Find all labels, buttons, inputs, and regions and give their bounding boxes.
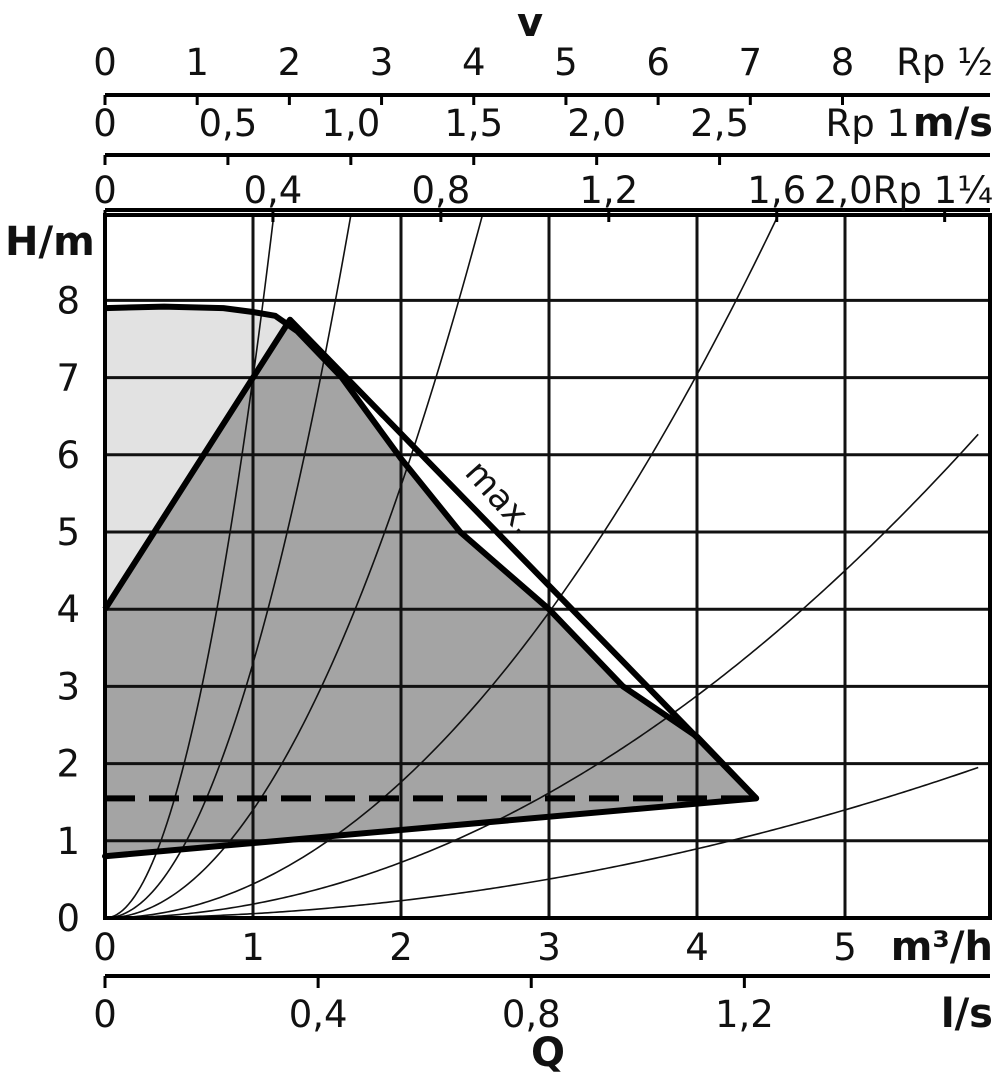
axes (103, 93, 990, 988)
max-curve (104, 303, 759, 801)
y-axis-unit: H/m (5, 219, 95, 265)
rphalf-tick-label: 5 (554, 41, 578, 84)
y-tick-label: 7 (56, 357, 80, 400)
rphalf-tick-label: 3 (370, 41, 394, 84)
y-tick-label: 5 (56, 511, 80, 554)
ls-tick-label: 0,8 (502, 993, 561, 1036)
plot-frame (103, 213, 992, 920)
ls-tick-label: 0,4 (289, 993, 348, 1036)
y-tick-label: 3 (56, 665, 80, 708)
v-axis-title: v (517, 0, 543, 46)
system-curve-2 (105, 215, 352, 918)
y-tick-label: 8 (56, 279, 80, 322)
rp1q-tick-label: 1,6 (747, 169, 806, 212)
ls-tick-label: 0 (93, 993, 117, 1036)
rphalf-axis-unit: Rp ½ (896, 41, 993, 84)
rp1-axis-unit: Rp 1 (826, 102, 911, 145)
x-tick-label: 0 (93, 926, 117, 969)
y-tick-label: 2 (56, 743, 80, 786)
system-curve-5 (105, 433, 979, 918)
rp1-tick-label: 2,5 (690, 102, 749, 145)
ls-axis-unit: l/s (941, 991, 993, 1037)
rphalf-tick-label: 7 (739, 41, 763, 84)
series-lines (102, 303, 760, 860)
system-curve-3 (105, 215, 484, 918)
y-tick-label: 6 (56, 434, 80, 477)
rp1-tick-label: 0 (93, 102, 117, 145)
lower-limit-curve (102, 316, 759, 801)
rphalf-tick-label: 8 (831, 41, 855, 84)
axis-labels: 0 1 2 3 4 5 m³/h 0 0,4 0,8 1,2 l/s Q 0 1 2 3 4 5 6 7 8 H/m 0 0,4… (5, 0, 993, 1076)
rp1q-tick-label: 0,8 (411, 169, 470, 212)
ls-tick-label: 1,2 (715, 993, 774, 1036)
bottom-boundary-line (102, 795, 760, 860)
x-tick-label: 5 (833, 926, 857, 969)
x-tick-label: 4 (685, 926, 709, 969)
rp1q-tick-label: 0,4 (244, 169, 303, 212)
rp1q-tick-label: 1,2 (579, 169, 638, 212)
rphalf-tick-label: 4 (462, 41, 486, 84)
q-axis-title: Q (531, 1030, 565, 1076)
x-tick-label: 3 (537, 926, 561, 969)
rp1-unit-bold: m/s (913, 100, 993, 146)
rp1-tick-label: 2,0 (567, 102, 626, 145)
rp1-tick-label: 1,0 (321, 102, 380, 145)
plot-border (103, 213, 992, 920)
system-curves (105, 215, 979, 918)
max-curve-label: max. (457, 453, 544, 543)
operating-regions (105, 306, 757, 857)
rphalf-tick-label: 6 (646, 41, 670, 84)
rphalf-tick-label: 0 (93, 41, 117, 84)
y-tick-label: 1 (56, 820, 80, 863)
y-tick-label: 0 (56, 897, 80, 940)
x-axis-unit: m³/h (891, 924, 993, 970)
rp1-tick-label: 0,5 (198, 102, 257, 145)
y-tick-label: 4 (56, 588, 80, 631)
system-curve-1 (105, 215, 275, 918)
x-tick-label: 2 (389, 926, 413, 969)
rp1-tick-label: 1,5 (444, 102, 503, 145)
rp1q-tick-label: 0 (93, 169, 117, 212)
rphalf-tick-label: 2 (278, 41, 302, 84)
x-tick-label: 1 (241, 926, 265, 969)
system-curve-6 (105, 766, 979, 918)
rp1q-axis-unit: 2,0Rp 1¼ (814, 169, 993, 212)
system-curve-4 (105, 215, 780, 918)
rphalf-tick-label: 1 (185, 41, 209, 84)
